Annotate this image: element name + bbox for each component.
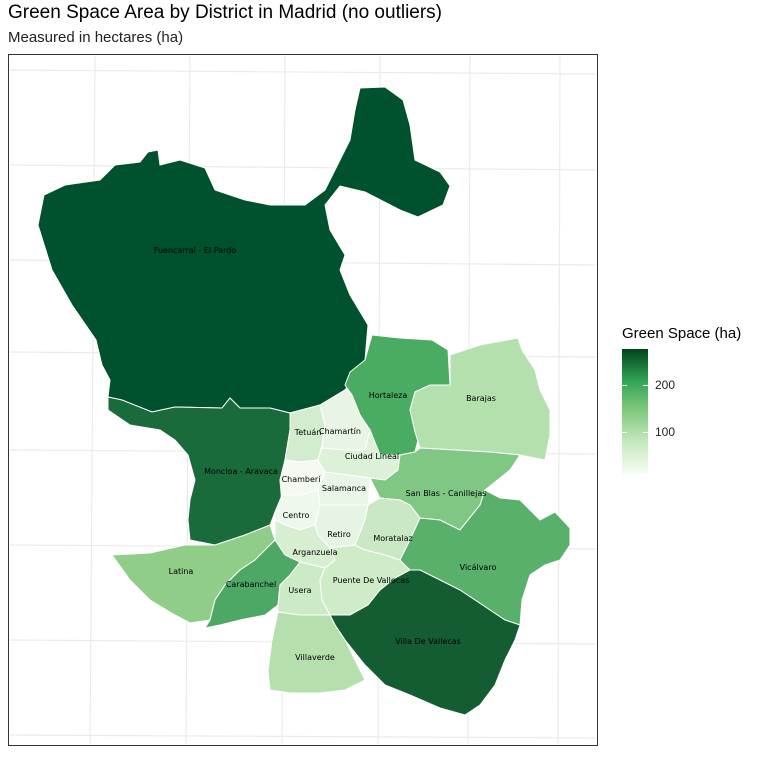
label-centro: Centro — [283, 511, 310, 520]
label-moncloa: Moncloa - Aravaca — [204, 467, 278, 476]
label-moratalaz: Moratalaz — [373, 534, 412, 543]
legend-tick-200: 200 — [655, 378, 676, 392]
label-vicalvaro: Vicálvaro — [460, 563, 497, 572]
legend-title: Green Space (ha) — [622, 325, 742, 342]
legend-tickmark — [643, 385, 648, 386]
label-villaverde: Villaverde — [295, 653, 335, 662]
district-villa-vallecas[interactable] — [329, 569, 521, 716]
district-villaverde[interactable] — [267, 611, 366, 694]
district-labels: Fuencarral - El Pardo Moncloa - Aravaca … — [154, 246, 497, 662]
legend-tick-100: 100 — [655, 425, 676, 439]
label-puente-vallecas: Puente De Vallecas — [333, 576, 410, 585]
label-arganzuela: Arganzuela — [293, 548, 338, 557]
label-fuencarral: Fuencarral - El Pardo — [154, 246, 236, 255]
legend-tickmark — [643, 432, 648, 433]
label-retiro: Retiro — [327, 530, 351, 539]
label-villa-vallecas: Villa De Vallecas — [395, 637, 461, 646]
label-chamartin: Chamartín — [319, 427, 361, 436]
page-subtitle: Measured in hectares (ha) — [8, 29, 184, 46]
label-tetuan: Tetuán — [294, 428, 322, 437]
label-usera: Usera — [288, 586, 311, 595]
label-latina: Latina — [169, 567, 194, 576]
label-carabanchel: Carabanchel — [226, 580, 276, 589]
label-chamberi: Chamberí — [282, 475, 322, 484]
label-san-blas: San Blas - Canillejas — [406, 489, 487, 498]
legend-tickmark — [622, 385, 627, 386]
label-salamanca: Salamanca — [322, 484, 366, 493]
legend-tickmark — [622, 432, 627, 433]
legend-colorbar — [622, 349, 648, 474]
page-title: Green Space Area by District in Madrid (… — [8, 2, 443, 23]
label-ciudad-lineal: Ciudad Lineal — [345, 452, 399, 461]
legend: Green Space (ha) 200 100 — [622, 325, 742, 474]
label-barajas: Barajas — [466, 394, 496, 403]
label-hortaleza: Hortaleza — [369, 391, 408, 400]
